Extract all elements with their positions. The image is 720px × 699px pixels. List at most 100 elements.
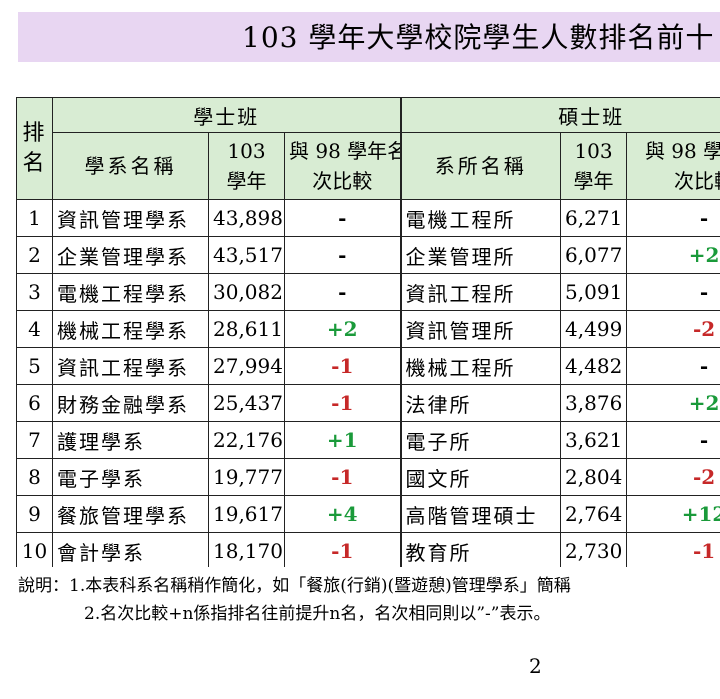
bachelor-col-name: 學系名稱 xyxy=(52,132,209,200)
rank-cell: 3 xyxy=(16,273,53,311)
bachelor-header: 學士班 xyxy=(51,97,402,133)
bachelor-name-cell: 電子學系 xyxy=(52,458,209,496)
master-count-cell: 6,077 xyxy=(560,236,628,274)
master-col-count: 103 學年 xyxy=(560,132,628,200)
rank-cell: 8 xyxy=(16,458,53,496)
master-change-cell: - xyxy=(626,199,720,237)
master-name-cell: 電子所 xyxy=(399,421,562,459)
bachelor-change-cell: - xyxy=(283,273,402,311)
bachelor-name-cell: 資訊管理學系 xyxy=(52,199,209,237)
bachelor-change-cell: - xyxy=(283,199,402,237)
bachelor-name-cell: 電機工程學系 xyxy=(52,273,209,311)
bachelor-change-cell: +2 xyxy=(283,310,402,348)
master-change-cell: - xyxy=(626,421,720,459)
bachelor-count-cell: 27,994 xyxy=(208,347,285,385)
master-name-cell: 高階管理碩士 xyxy=(399,495,562,533)
bachelor-change-cell: - xyxy=(283,236,402,274)
master-col-name: 系所名稱 xyxy=(399,132,562,200)
footnotes: 說明：1.本表科系名稱稍作簡化，如「餐旅(行銷)(暨遊憩)管理學系」簡稱 2.名… xyxy=(18,572,571,628)
bachelor-col-count: 103 學年 xyxy=(208,132,285,200)
bachelor-col-change-label: 與 98 學年名 次比較 xyxy=(289,139,401,193)
bachelor-name-cell: 資訊工程學系 xyxy=(52,347,209,385)
master-count-cell: 4,499 xyxy=(560,310,628,348)
master-name-cell: 資訊工程所 xyxy=(399,273,562,311)
master-count-cell: 3,621 xyxy=(560,421,628,459)
bachelor-name-cell: 企業管理學系 xyxy=(52,236,209,274)
header-row-top: 排名 學士班 碩士班 xyxy=(16,97,720,200)
title-banner xyxy=(18,12,720,62)
footnote-1: 說明：1.本表科系名稱稍作簡化，如「餐旅(行銷)(暨遊憩)管理學系」簡稱 xyxy=(18,576,571,596)
master-col-count-label: 103 學年 xyxy=(573,139,614,193)
rank-header-label: 排名 xyxy=(22,120,47,176)
rank-cell: 10 xyxy=(16,532,53,567)
ranking-table-container: 排名 學士班 碩士班 學系名稱 103 學年 與 98 學年名 次比較 系所名稱 1… xyxy=(16,97,720,567)
master-count-cell: 2,730 xyxy=(560,532,628,567)
bachelor-change-cell: -1 xyxy=(283,458,402,496)
table-row: 4 機械工程學系 28,611 +2 資訊管理所 4,499 -2 xyxy=(16,310,720,348)
master-name-cell: 法律所 xyxy=(399,384,562,422)
rank-header: 排名 xyxy=(16,97,53,200)
master-change-cell: - xyxy=(626,273,720,311)
master-count-cell: 2,804 xyxy=(560,458,628,496)
rank-cell: 1 xyxy=(16,199,53,237)
master-change-cell: +12 xyxy=(626,495,720,533)
master-count-cell: 3,876 xyxy=(560,384,628,422)
bachelor-change-cell: -1 xyxy=(283,532,402,567)
master-header: 碩士班 xyxy=(399,97,720,133)
bachelor-count-cell: 19,617 xyxy=(208,495,285,533)
master-change-cell: -2 xyxy=(626,310,720,348)
master-change-cell: -2 xyxy=(626,458,720,496)
table-row: 3 電機工程學系 30,082- 資訊工程所 5,091- xyxy=(16,273,720,311)
bachelor-count-cell: 19,777 xyxy=(208,458,285,496)
bachelor-count-cell: 28,611 xyxy=(208,310,285,348)
bachelor-change-cell: -1 xyxy=(283,384,402,422)
master-name-cell: 企業管理所 xyxy=(399,236,562,274)
bachelor-count-cell: 22,176 xyxy=(208,421,285,459)
bachelor-count-cell: 25,437 xyxy=(208,384,285,422)
master-count-cell: 5,091 xyxy=(560,273,628,311)
rank-cell: 5 xyxy=(16,347,53,385)
table-row: 2 企業管理學系 43,517- 企業管理所 6,077 +2 xyxy=(16,236,720,274)
master-name-cell: 國文所 xyxy=(399,458,562,496)
master-name-cell: 資訊管理所 xyxy=(399,310,562,348)
rank-cell: 4 xyxy=(16,310,53,348)
table-row: 10 會計學系 18,170 -1 教育所 2,730 -1 xyxy=(16,532,720,567)
footnote-2: 2.名次比較+n係指排名往前提升n名，名次相同則以”-”表示。 xyxy=(84,604,551,624)
master-change-cell: +2 xyxy=(626,384,720,422)
master-name-cell: 電機工程所 xyxy=(399,199,562,237)
bachelor-name-cell: 財務金融學系 xyxy=(52,384,209,422)
rank-cell: 2 xyxy=(16,236,53,274)
master-count-cell: 6,271 xyxy=(560,199,628,237)
ranking-table: 排名 學士班 碩士班 學系名稱 103 學年 與 98 學年名 次比較 系所名稱 1… xyxy=(16,97,720,567)
bachelor-col-count-label: 103 學年 xyxy=(226,139,267,193)
master-count-cell: 4,482 xyxy=(560,347,628,385)
master-change-cell: - xyxy=(626,347,720,385)
rank-cell: 6 xyxy=(16,384,53,422)
table-row: 1 資訊管理學系 43,898- 電機工程所 6,271- xyxy=(16,199,720,237)
master-change-cell: -1 xyxy=(626,532,720,567)
master-name-cell: 教育所 xyxy=(399,532,562,567)
bachelor-change-cell: -1 xyxy=(283,347,402,385)
bachelor-count-cell: 30,082 xyxy=(208,273,285,311)
rank-cell: 7 xyxy=(16,421,53,459)
bachelor-count-cell: 43,898 xyxy=(208,199,285,237)
bachelor-name-cell: 餐旅管理學系 xyxy=(52,495,209,533)
rank-cell: 9 xyxy=(16,495,53,533)
bachelor-name-cell: 會計學系 xyxy=(52,532,209,567)
master-change-cell: +2 xyxy=(626,236,720,274)
bachelor-name-cell: 護理學系 xyxy=(52,421,209,459)
table-row: 7 護理學系 22,176 +1 電子所 3,621- xyxy=(16,421,720,459)
bachelor-name-cell: 機械工程學系 xyxy=(52,310,209,348)
table-row: 5 資訊工程學系 27,994 -1 機械工程所 4,482- xyxy=(16,347,720,385)
page-number: 2 xyxy=(529,654,542,678)
page-title: 103 學年大學校院學生人數排名前十 xyxy=(242,21,715,54)
bachelor-count-cell: 43,517 xyxy=(208,236,285,274)
bachelor-change-cell: +1 xyxy=(283,421,402,459)
master-name-cell: 機械工程所 xyxy=(399,347,562,385)
master-count-cell: 2,764 xyxy=(560,495,628,533)
bachelor-col-change: 與 98 學年名 次比較 xyxy=(283,132,402,200)
